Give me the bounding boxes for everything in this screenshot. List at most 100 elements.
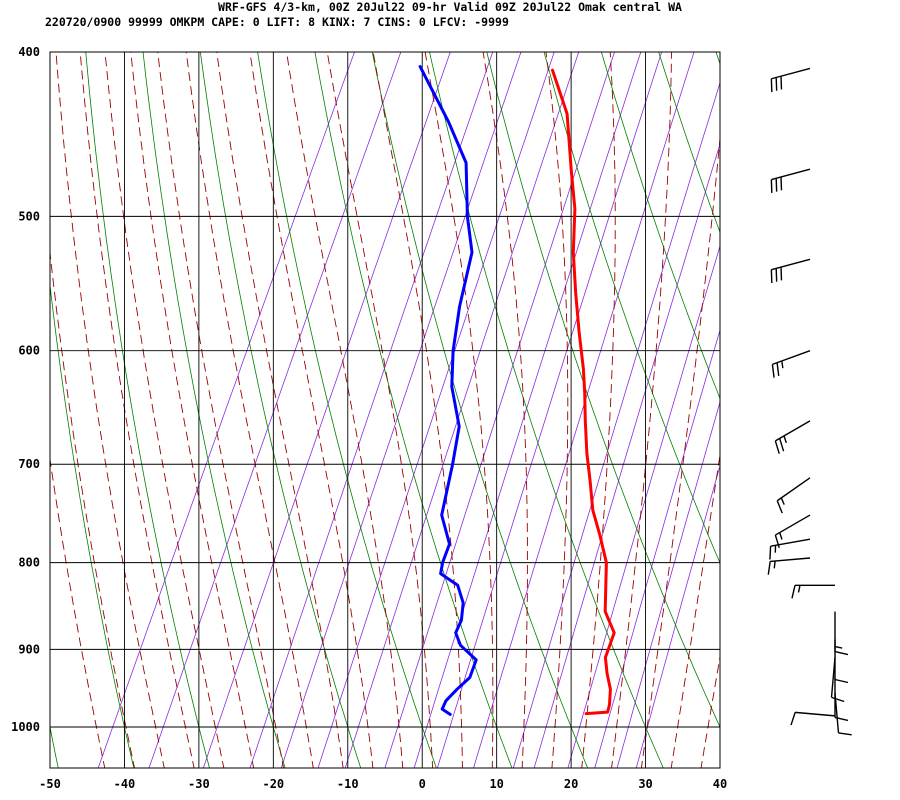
temperature-tick-label: -10 [337,777,359,791]
moist-adiabat [545,52,569,768]
mixing-ratio-line [512,81,720,768]
mixing-ratio-line [413,52,642,768]
wind-barb-half-feather [779,532,783,540]
mixing-ratio-line [249,52,494,768]
pressure-tick-label: 700 [18,457,40,471]
wind-barb-half-feather [780,497,785,505]
moist-adiabat [249,52,374,768]
pressure-tick-label: 400 [18,45,40,59]
wind-barb-feather [771,364,775,378]
moist-adiabat [216,52,344,768]
wind-barb-shaft [775,514,811,536]
dry-adiabat [715,52,720,66]
pressure-tick-label: 600 [18,344,40,358]
wind-barb-shaft [770,538,811,547]
wind-barb [769,538,811,560]
dry-adiabat [543,52,720,564]
wind-barb-half-feather [781,360,784,369]
moist-adiabat [50,248,135,768]
wind-barb [774,420,811,454]
dry-adiabat [760,14,900,770]
wind-barb [774,514,811,549]
wind-barb [790,711,836,726]
dry-adiabat [600,52,720,400]
dry-adiabats [50,14,900,770]
temperature-tick-label: 0 [419,777,426,791]
wind-barb-feather [838,732,852,736]
wind-barb-shaft [770,557,811,563]
wind-barb [767,557,811,575]
wind-barb-feather [790,712,796,726]
wind-barb [834,611,849,656]
wind-barb-feather [791,585,796,599]
moist-adiabat [286,52,404,768]
wind-barb-shaft [771,67,811,80]
moist-adiabat [55,52,165,768]
plot-area [50,52,720,768]
mixing-ratio-line [344,52,580,768]
dry-adiabat [199,52,362,768]
dry-adiabat [658,52,720,234]
temperature-tick-label: 20 [564,777,578,791]
temperature-profile [551,68,616,716]
wind-barb-feather [831,696,845,703]
wind-barb-feather [776,500,783,514]
wind-barb-shaft [771,258,811,271]
moist-adiabat [104,52,225,768]
pressure-tick-label: 900 [18,642,40,656]
wind-barb-shaft [776,477,811,502]
wind-barb-shaft [771,168,811,181]
mixing-ratio-line [384,52,615,768]
pressure-tick-label: 1000 [11,720,40,734]
moist-adiabat [326,52,434,768]
dry-adiabat [817,14,900,770]
mixing-ratio-line [635,464,720,768]
wind-barb-feather [767,561,771,575]
plot-frame [49,51,721,769]
moist-adiabat [157,52,284,768]
moist-adiabat [731,0,880,770]
wind-barb-shaft [795,711,836,717]
wind-barb-feather [776,362,780,376]
mixing-ratio-line [594,328,720,768]
dry-adiabat [486,52,720,729]
moist-adiabat [640,133,720,768]
moist-adiabat [130,52,255,768]
temperature-tick-label: -20 [262,777,284,791]
wind-barb-shaft [830,657,836,698]
wind-barb [770,67,811,93]
wind-barb-feather [779,438,785,452]
mixing-ratio-line [317,52,555,768]
dry-adiabat [85,52,210,768]
chart-title: WRF-GFS 4/3-km, 00Z 20Jul22 09-hr Valid … [218,0,682,14]
temperature-tick-label: 10 [489,777,503,791]
wind-barb [771,350,811,378]
wind-barb-half-feather [834,645,843,649]
wind-barb-half-feather [773,560,776,569]
moist-adiabat [50,456,106,768]
wind-barb-feather [834,650,849,656]
mixing-ratio-line [567,244,720,768]
wind-barb-feather [769,546,772,560]
dry-adiabat [371,52,589,768]
wind-barb-feather [834,678,849,684]
dry-adiabat [50,282,135,768]
wind-barb [770,168,811,193]
wind-barb [834,693,852,736]
temperature-axis: -50 -40 -30 -20 -10 0 10 20 30 40 [39,777,727,791]
stability-indices: 220720/0900 99999 OMKPM CAPE: 0 LIFT: 8 … [45,15,509,29]
pressure-axis: 400 500 600 700 800 900 1000 [11,45,40,734]
temperature-tick-label: -30 [188,777,210,791]
pressure-tick-label: 500 [18,209,40,223]
mixing-ratio-line [533,142,720,768]
mixing-ratio-line [436,52,663,768]
moist-adiabat [79,52,195,768]
dry-adiabat [314,52,513,768]
moist-adiabat [670,452,720,768]
wind-barb-half-feather [797,585,801,593]
wind-barb-half-feather [783,435,787,444]
wind-barb [791,584,835,599]
wind-barb-feather [774,534,780,549]
mixing-ratio-line [616,400,720,768]
